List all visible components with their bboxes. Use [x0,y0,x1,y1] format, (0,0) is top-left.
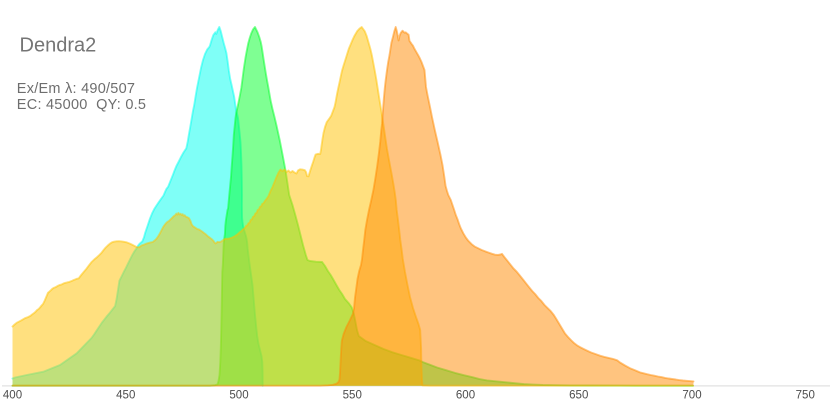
svg-text:Dendra2: Dendra2 [20,35,97,57]
svg-text:750: 750 [796,389,815,401]
svg-text:550: 550 [343,389,362,401]
svg-text:650: 650 [569,389,588,401]
svg-text:Ex/Em λ: 490/507: Ex/Em λ: 490/507 [17,81,135,97]
svg-text:450: 450 [116,389,135,401]
svg-text:EC: 45000 QY: 0.5: EC: 45000 QY: 0.5 [17,97,146,113]
svg-text:700: 700 [682,389,701,401]
svg-text:400: 400 [3,389,22,401]
svg-text:500: 500 [229,389,248,401]
svg-text:600: 600 [456,389,475,401]
